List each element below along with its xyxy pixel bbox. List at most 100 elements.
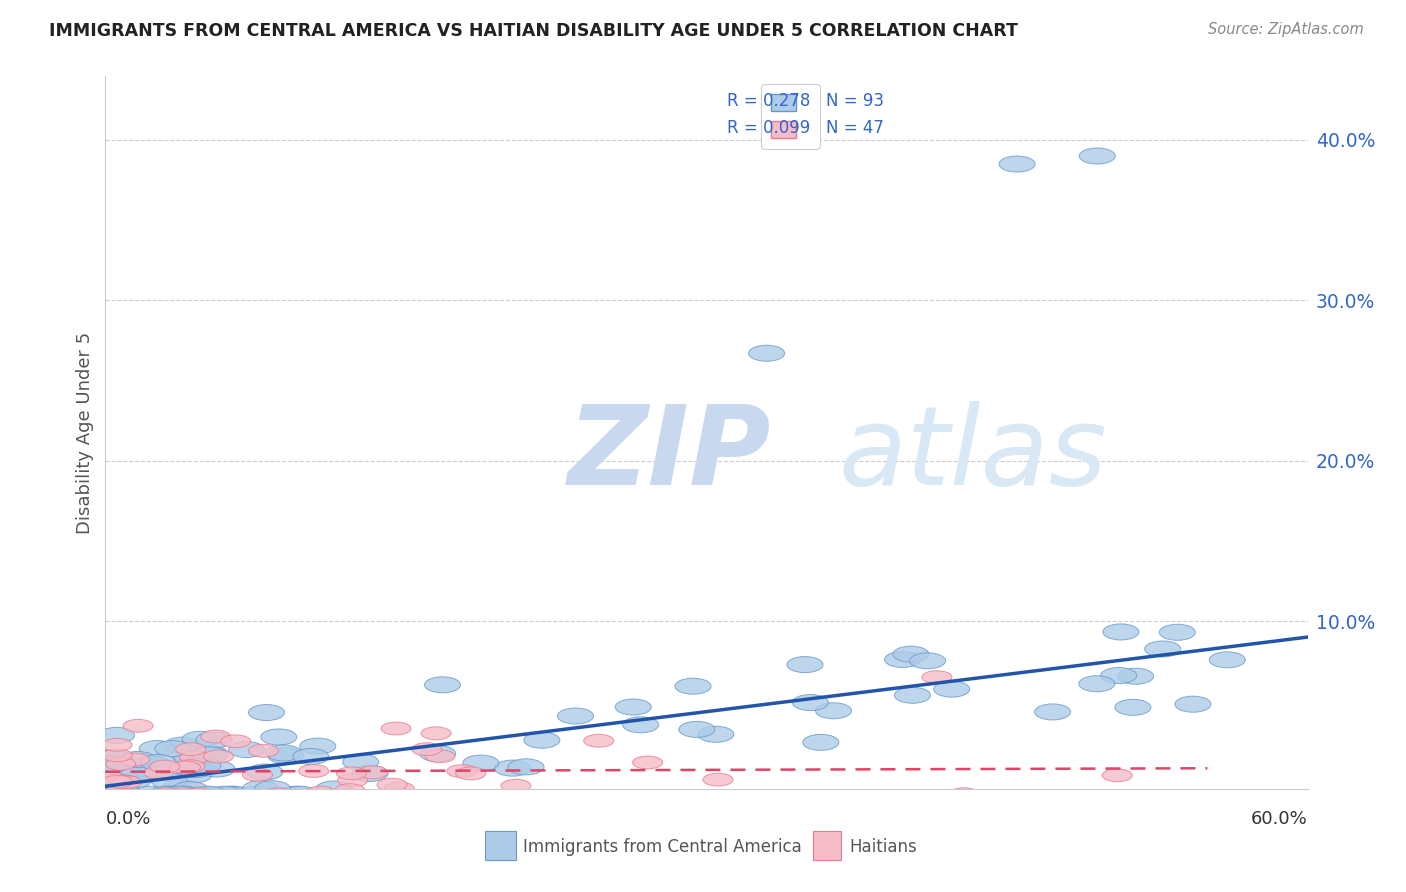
Ellipse shape: [508, 759, 544, 775]
Ellipse shape: [381, 722, 411, 735]
Ellipse shape: [184, 786, 221, 802]
Ellipse shape: [305, 786, 336, 799]
Ellipse shape: [910, 653, 946, 669]
Ellipse shape: [162, 780, 198, 796]
Ellipse shape: [120, 751, 156, 767]
Ellipse shape: [623, 717, 658, 733]
Ellipse shape: [242, 768, 273, 781]
Ellipse shape: [254, 780, 291, 797]
Ellipse shape: [787, 657, 823, 673]
Ellipse shape: [97, 774, 127, 788]
Text: Source: ZipAtlas.com: Source: ZipAtlas.com: [1208, 22, 1364, 37]
Ellipse shape: [91, 756, 127, 772]
Ellipse shape: [412, 743, 441, 756]
Ellipse shape: [229, 741, 264, 757]
Ellipse shape: [675, 678, 711, 694]
Ellipse shape: [198, 761, 235, 777]
Ellipse shape: [249, 744, 278, 757]
Ellipse shape: [180, 751, 209, 764]
Text: R = 0.099: R = 0.099: [727, 119, 811, 136]
Ellipse shape: [201, 730, 231, 743]
Text: 0.0%: 0.0%: [105, 810, 150, 828]
Ellipse shape: [191, 747, 228, 763]
Ellipse shape: [152, 786, 188, 802]
Ellipse shape: [1175, 696, 1211, 712]
Text: R = 0.278: R = 0.278: [727, 92, 811, 110]
Ellipse shape: [172, 754, 208, 770]
Ellipse shape: [149, 760, 180, 773]
Ellipse shape: [893, 646, 929, 662]
Ellipse shape: [316, 781, 352, 797]
Text: 60.0%: 60.0%: [1251, 810, 1308, 828]
Ellipse shape: [447, 764, 477, 778]
Ellipse shape: [214, 786, 249, 802]
Ellipse shape: [247, 764, 283, 780]
Ellipse shape: [135, 756, 172, 772]
Ellipse shape: [143, 766, 174, 779]
Ellipse shape: [425, 677, 461, 693]
Ellipse shape: [1035, 704, 1070, 720]
Ellipse shape: [934, 681, 970, 698]
Ellipse shape: [1209, 652, 1246, 668]
Ellipse shape: [949, 788, 979, 801]
Ellipse shape: [384, 782, 415, 795]
Ellipse shape: [266, 745, 302, 761]
Ellipse shape: [195, 732, 232, 747]
Ellipse shape: [101, 786, 136, 802]
Ellipse shape: [120, 753, 149, 766]
Ellipse shape: [815, 703, 852, 719]
Ellipse shape: [260, 729, 297, 745]
Text: N = 47: N = 47: [825, 119, 884, 136]
Ellipse shape: [166, 786, 201, 802]
Ellipse shape: [191, 745, 228, 761]
Ellipse shape: [703, 773, 733, 786]
Ellipse shape: [1118, 668, 1154, 684]
Ellipse shape: [96, 749, 131, 765]
Ellipse shape: [456, 767, 485, 780]
Ellipse shape: [115, 772, 152, 789]
Ellipse shape: [132, 762, 169, 778]
Ellipse shape: [1080, 148, 1115, 164]
Ellipse shape: [207, 786, 243, 802]
Ellipse shape: [292, 748, 329, 764]
Ellipse shape: [165, 737, 201, 753]
Ellipse shape: [1000, 156, 1035, 172]
Text: Haitians: Haitians: [849, 838, 917, 856]
Ellipse shape: [177, 762, 214, 778]
Ellipse shape: [557, 708, 593, 724]
Ellipse shape: [90, 786, 125, 802]
Ellipse shape: [419, 746, 456, 762]
Text: N = 93: N = 93: [825, 92, 884, 110]
Legend: , : ,: [762, 84, 820, 149]
Ellipse shape: [352, 765, 388, 781]
Ellipse shape: [174, 760, 205, 772]
Y-axis label: Disability Age Under 5: Disability Age Under 5: [76, 332, 94, 533]
Ellipse shape: [181, 731, 218, 747]
Ellipse shape: [149, 786, 184, 802]
Ellipse shape: [803, 734, 839, 750]
Ellipse shape: [337, 774, 367, 787]
Ellipse shape: [495, 760, 530, 776]
Ellipse shape: [1115, 699, 1152, 715]
Ellipse shape: [583, 734, 614, 747]
Ellipse shape: [173, 751, 209, 767]
Ellipse shape: [170, 761, 201, 773]
Ellipse shape: [357, 766, 388, 779]
Ellipse shape: [1102, 769, 1132, 781]
Ellipse shape: [97, 756, 134, 772]
Ellipse shape: [277, 786, 314, 802]
Ellipse shape: [1144, 641, 1181, 657]
Ellipse shape: [217, 786, 252, 802]
Text: IMMIGRANTS FROM CENTRAL AMERICA VS HAITIAN DISABILITY AGE UNDER 5 CORRELATION CH: IMMIGRANTS FROM CENTRAL AMERICA VS HAITI…: [49, 22, 1018, 40]
Ellipse shape: [1160, 624, 1195, 640]
Ellipse shape: [179, 758, 215, 774]
Ellipse shape: [139, 740, 176, 756]
Ellipse shape: [501, 780, 531, 792]
Ellipse shape: [922, 671, 952, 683]
Ellipse shape: [111, 776, 142, 789]
Ellipse shape: [152, 772, 187, 789]
Ellipse shape: [191, 786, 228, 802]
Text: Immigrants from Central America: Immigrants from Central America: [523, 838, 801, 856]
Ellipse shape: [633, 756, 662, 769]
Ellipse shape: [172, 781, 208, 797]
